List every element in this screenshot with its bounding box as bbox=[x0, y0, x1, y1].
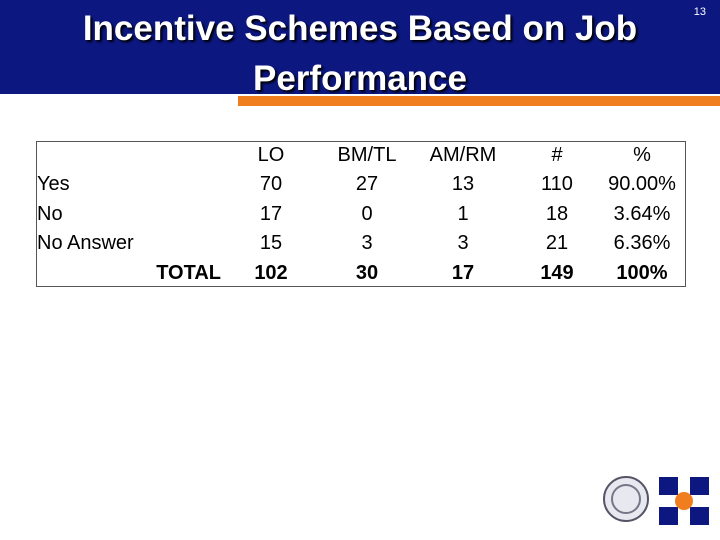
table-cell: 3 bbox=[361, 232, 373, 254]
data-table: LO BM/TL AM/RM #% Yes 70 27 13 110 90.00% No 17 0 1 18… bbox=[36, 141, 686, 287]
column-header: AM/RM bbox=[429, 144, 497, 166]
table-cell: 30 bbox=[355, 261, 379, 284]
slide-title: Incentive Schemes Based on Job Performan… bbox=[82, 9, 638, 98]
table-cell: 17 bbox=[451, 261, 475, 284]
row-label: Yes bbox=[37, 173, 70, 195]
table-cell: 102 bbox=[254, 261, 288, 284]
column-header: % bbox=[633, 144, 651, 166]
slide-number: 13 bbox=[693, 6, 706, 18]
header-band bbox=[0, 0, 720, 94]
table-cell: 21 bbox=[545, 232, 569, 254]
table-cell: 149 bbox=[540, 261, 574, 284]
table-cell: 3.64% bbox=[613, 202, 671, 225]
table-cell: 90.00% bbox=[608, 173, 676, 195]
accent-stripe bbox=[238, 96, 720, 106]
table-cell: 70 bbox=[259, 173, 283, 195]
table-cell: 15 bbox=[259, 232, 283, 254]
table-cell: 100% bbox=[616, 261, 668, 284]
logo-cross-v bbox=[678, 477, 690, 525]
table-cell: 1 bbox=[457, 202, 469, 225]
row-label: No bbox=[37, 202, 63, 225]
seal-logo bbox=[603, 476, 649, 522]
table-cell: 3 bbox=[457, 232, 469, 254]
row-label: No Answer bbox=[37, 232, 134, 254]
table-cell: 110 bbox=[541, 173, 573, 195]
table-cell: 13 bbox=[451, 173, 475, 195]
column-header: BM/TL bbox=[337, 144, 397, 166]
seal-ring bbox=[611, 484, 641, 514]
company-logo bbox=[659, 477, 709, 525]
column-header: LO bbox=[257, 144, 285, 166]
table-cell: 0 bbox=[361, 202, 373, 225]
table-cell: 18 bbox=[545, 202, 569, 225]
column-header: # bbox=[551, 144, 563, 166]
logo-cross-h bbox=[659, 495, 709, 507]
row-label: TOTAL bbox=[156, 261, 221, 284]
logo-dot bbox=[675, 492, 693, 510]
table-cell: 27 bbox=[355, 173, 379, 195]
table-cell: 17 bbox=[259, 202, 283, 225]
table-cell: 6.36% bbox=[613, 232, 671, 254]
